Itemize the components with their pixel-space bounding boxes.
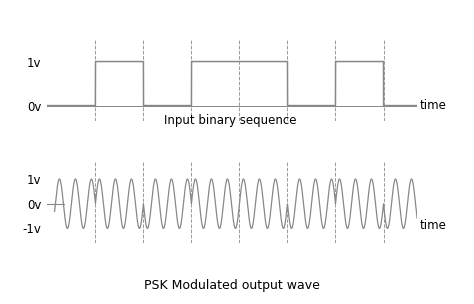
Text: PSK Modulated output wave: PSK Modulated output wave [144,279,320,292]
Text: time: time [419,219,447,233]
Text: time: time [419,99,447,112]
Text: Input binary sequence: Input binary sequence [164,113,296,126]
